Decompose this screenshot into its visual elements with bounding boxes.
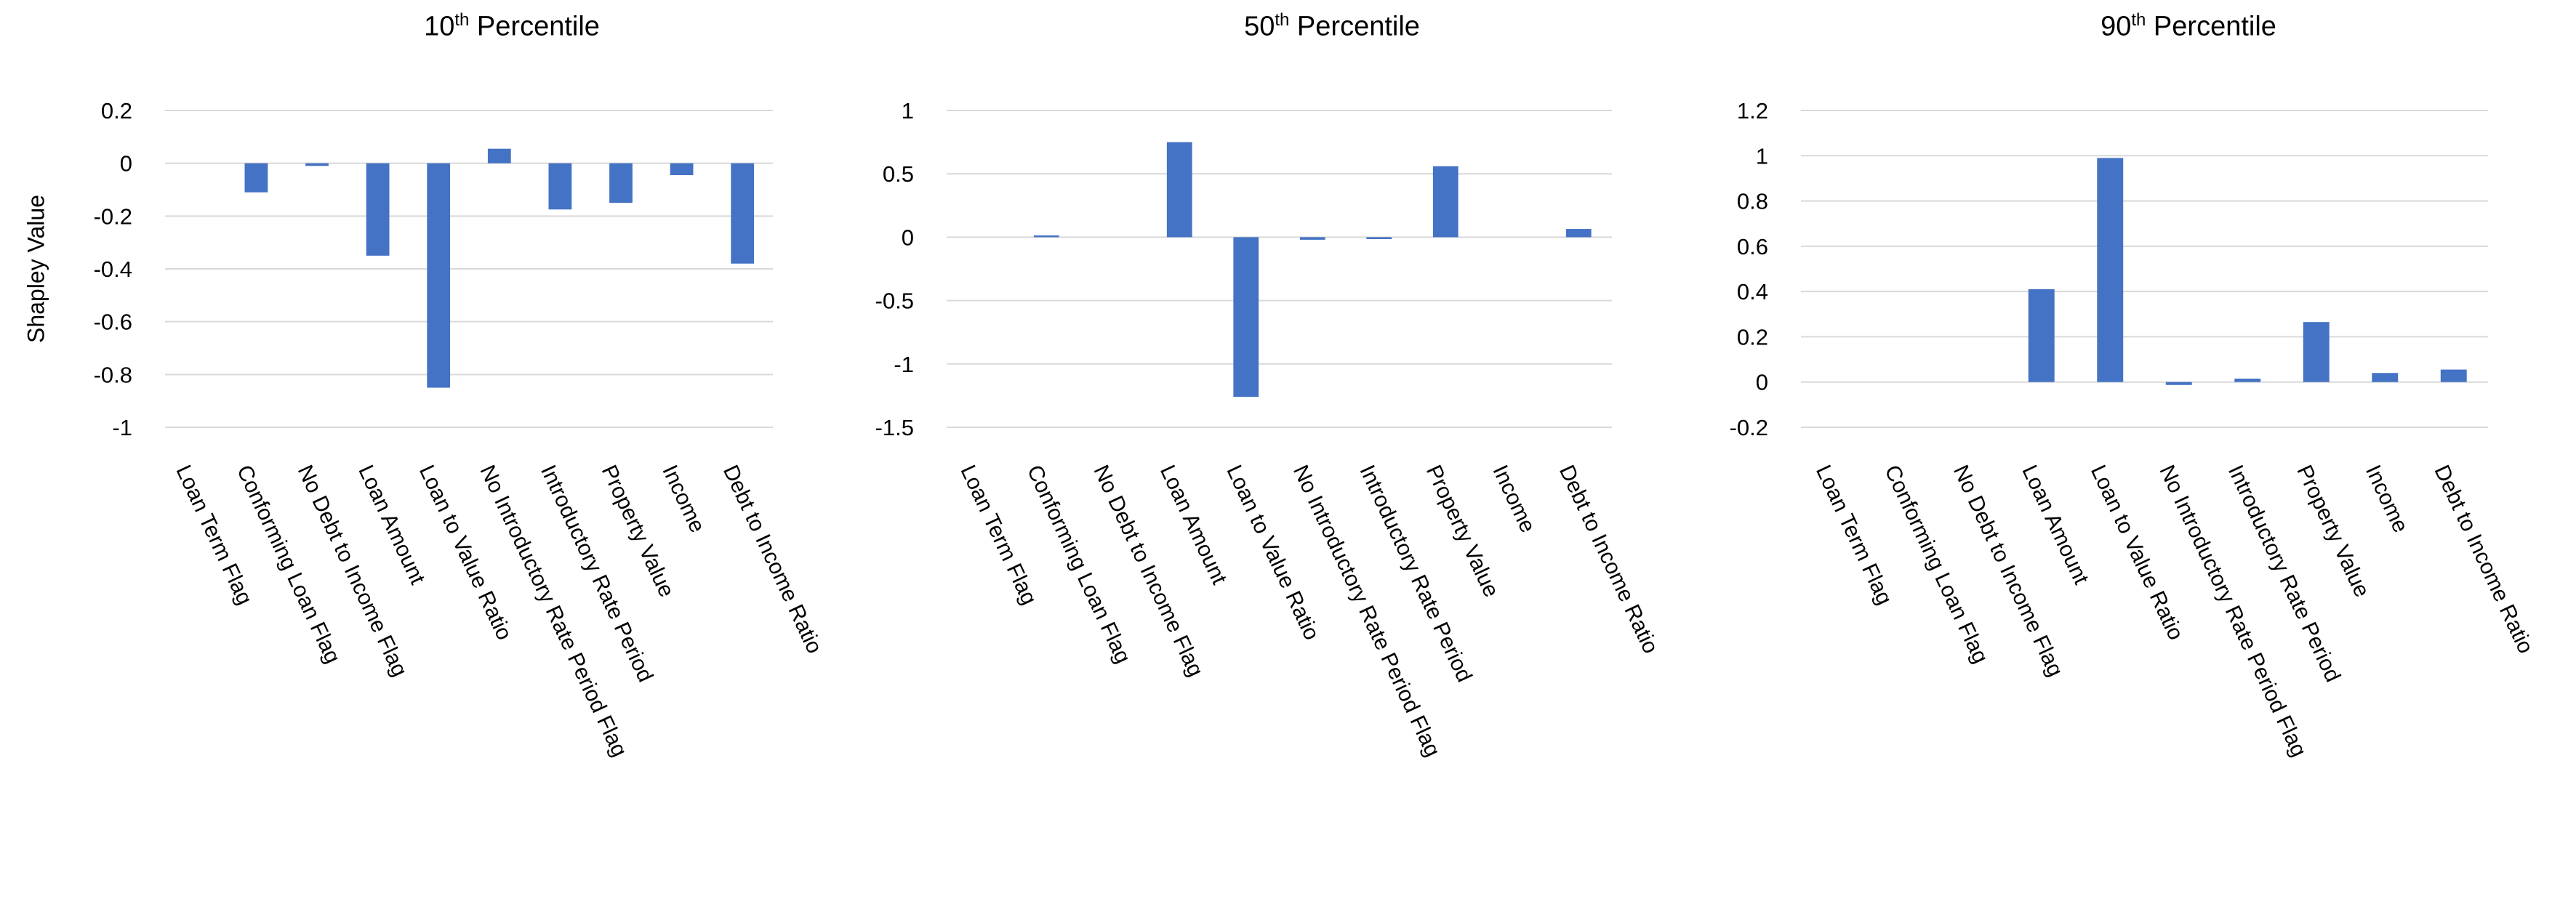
y-tick-label: 0.6	[1737, 234, 1768, 259]
title-number: 50	[1244, 11, 1275, 42]
y-tick-label: 1.2	[1737, 98, 1768, 124]
chart-title-10th: 10th Percentile	[165, 10, 859, 43]
x-category-label: Income	[657, 461, 709, 536]
y-tick-label: 0.2	[1737, 324, 1768, 350]
y-tick-label: -0.5	[875, 288, 914, 314]
bar-no-introductory-rate-period-flag	[487, 148, 511, 164]
y-tick-label: 1	[1756, 143, 1768, 169]
y-tick-label: -1.5	[875, 415, 914, 440]
bar-loan-to-value-ratio	[427, 163, 451, 388]
bar-loan-to-value-ratio	[1233, 237, 1259, 398]
x-category-label: Debt to Income Ratio	[1554, 461, 1663, 657]
bar-property-value	[2303, 322, 2330, 382]
y-tick-label: 0	[902, 225, 914, 250]
y-tick-label: -0.8	[94, 362, 132, 387]
chart-panel-10th-percentile: Shapley Value 10th Percentile 0.2 0 -0.2 -0…	[0, 0, 859, 912]
title-ordinal-suffix: th	[1275, 10, 1290, 30]
y-tick-label: 0.2	[101, 98, 132, 124]
y-tick-label: -0.2	[94, 203, 132, 229]
x-category-label: Loan Term Flag	[1811, 461, 1897, 608]
bar-conforming-loan-flag	[244, 163, 268, 193]
y-tick-label: -1	[112, 415, 132, 440]
bar-income	[2372, 373, 2399, 382]
x-category-label: Loan Amount	[1155, 461, 1232, 589]
bar-no-introductory-rate-period-flag	[2165, 382, 2192, 385]
x-category-label: Property Value	[2292, 461, 2374, 601]
bar-loan-amount	[1166, 142, 1192, 238]
x-category-label: Introductory Rate Period	[536, 461, 657, 686]
bar-loan-amount	[366, 163, 390, 256]
y-tick-label: -0.2	[1730, 415, 1768, 440]
title-number: 90	[2100, 11, 2132, 42]
bar-property-value	[609, 163, 633, 203]
y-tick-label: 0.5	[883, 161, 914, 187]
chart-panel-50th-percentile: 50th Percentile 1 0.5 0 -0.5 -1 -1.5 Loan Term…	[859, 0, 1717, 912]
bar-conforming-loan-flag	[1033, 235, 1059, 238]
x-category-label: Income	[2361, 461, 2412, 536]
bar-debt-to-income-ratio	[731, 163, 755, 264]
bar-introductory-rate-period	[2234, 379, 2261, 382]
y-tick-label: 0.4	[1737, 279, 1768, 304]
x-category-label: Property Value	[1421, 461, 1504, 601]
bar-income	[670, 163, 694, 176]
title-text: Percentile	[469, 11, 600, 42]
x-category-label: Loan Amount	[2017, 461, 2093, 589]
bar-debt-to-income-ratio	[2440, 369, 2467, 382]
bar-debt-to-income-ratio	[1565, 229, 1592, 238]
bar-no-introductory-rate-period-flag	[1299, 237, 1325, 240]
title-text: Percentile	[2146, 11, 2276, 42]
x-category-label: Debt to Income Ratio	[718, 461, 827, 657]
x-category-label: No Debt to Income Flag	[293, 461, 412, 680]
bar-property-value	[1432, 166, 1458, 238]
title-ordinal-suffix: th	[2131, 10, 2146, 30]
chart-title-50th: 50th Percentile	[947, 10, 1717, 43]
title-text: Percentile	[1289, 11, 1420, 42]
y-tick-label: -0.4	[94, 257, 132, 282]
y-tick-label: 0	[120, 151, 132, 177]
y-tick-label: 0	[1756, 370, 1768, 395]
chart-panel-90th-percentile: 90th Percentile 1.2 1 0.8 0.6 0.4 0.2 0 -0.2 Loa…	[1717, 0, 2576, 912]
chart-title-90th: 90th Percentile	[1801, 10, 2576, 43]
y-tick-label: 1	[902, 98, 914, 124]
bar-introductory-rate-period	[548, 163, 572, 210]
title-number: 10	[424, 11, 455, 42]
bar-no-debt-to-income-flag	[305, 163, 329, 166]
bar-introductory-rate-period	[1366, 237, 1392, 240]
y-tick-label: 0.8	[1737, 189, 1768, 214]
y-tick-label: -1	[894, 352, 914, 377]
title-ordinal-suffix: th	[454, 10, 470, 30]
y-tick-label: -0.6	[94, 310, 132, 335]
x-category-label: Debt to Income Ratio	[2429, 461, 2537, 657]
bar-loan-to-value-ratio	[2097, 158, 2124, 382]
x-category-label: Income	[1488, 461, 1539, 536]
bar-loan-amount	[2028, 289, 2055, 382]
